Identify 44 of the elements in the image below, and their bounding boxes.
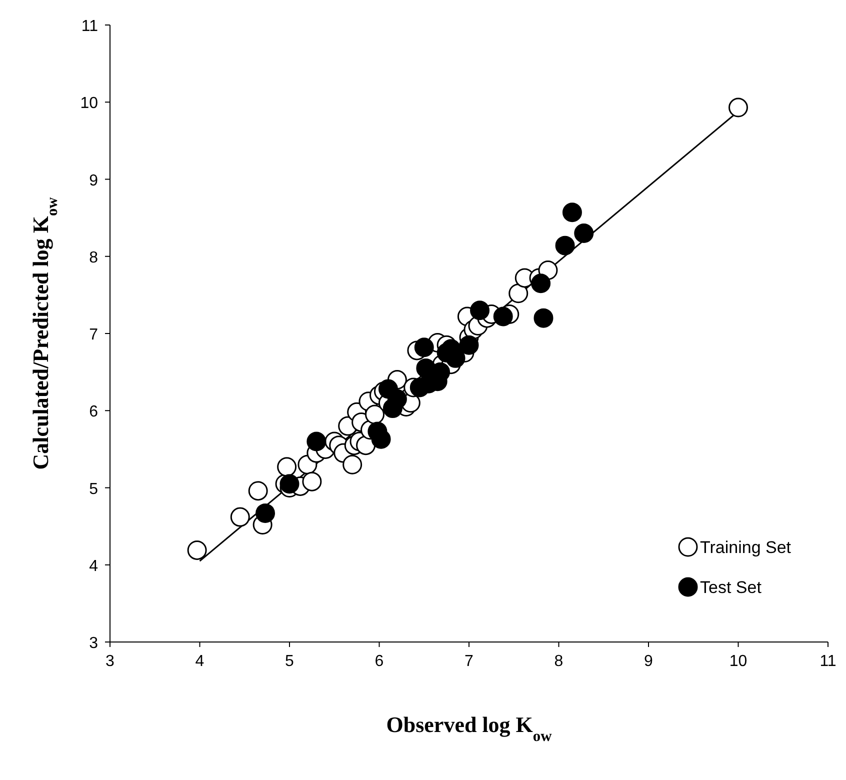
- point: [459, 335, 479, 355]
- point: [728, 98, 748, 118]
- x-axis-title: Observed log K$_{ow}$: [386, 712, 553, 744]
- point: [342, 454, 362, 474]
- point: [531, 274, 551, 294]
- point: [230, 507, 250, 527]
- y-tick-label: 3: [89, 635, 98, 652]
- point: [562, 202, 582, 222]
- y-tick-label: 5: [89, 480, 98, 498]
- point: [280, 474, 300, 494]
- legend-label: Training Set: [700, 538, 792, 557]
- y-tick-label: 7: [89, 326, 98, 344]
- y-tick-label: 9: [89, 172, 98, 190]
- point: [365, 404, 385, 424]
- point: [187, 540, 207, 560]
- point: [446, 348, 466, 368]
- x-tick-label: 5: [285, 653, 294, 670]
- point: [414, 338, 434, 358]
- point: [248, 481, 268, 501]
- y-tick-label: 4: [89, 558, 98, 575]
- x-tick-label: 3: [106, 653, 115, 670]
- y-tick-label: 8: [89, 249, 98, 266]
- point: [493, 306, 513, 326]
- x-tick-label: 11: [820, 653, 836, 670]
- point: [534, 308, 554, 328]
- point: [256, 503, 276, 523]
- x-tick-label: 6: [374, 653, 384, 670]
- x-tick-label: 10: [729, 653, 748, 670]
- point: [508, 284, 528, 304]
- point: [277, 457, 297, 477]
- point: [574, 223, 594, 243]
- point: [302, 472, 322, 492]
- point: [387, 389, 407, 409]
- y-tick-label: 6: [89, 404, 98, 421]
- x-tick-label: 4: [195, 653, 204, 670]
- x-tick-label: 8: [554, 653, 564, 670]
- y-tick-label: 11: [81, 18, 98, 35]
- y-tick-label: 10: [80, 95, 98, 112]
- x-tick-label: 7: [464, 653, 474, 670]
- legend-label: Test Set: [700, 578, 762, 597]
- point: [555, 236, 575, 256]
- x-tick-label: 9: [644, 653, 654, 670]
- point: [306, 432, 326, 452]
- point: [470, 300, 490, 320]
